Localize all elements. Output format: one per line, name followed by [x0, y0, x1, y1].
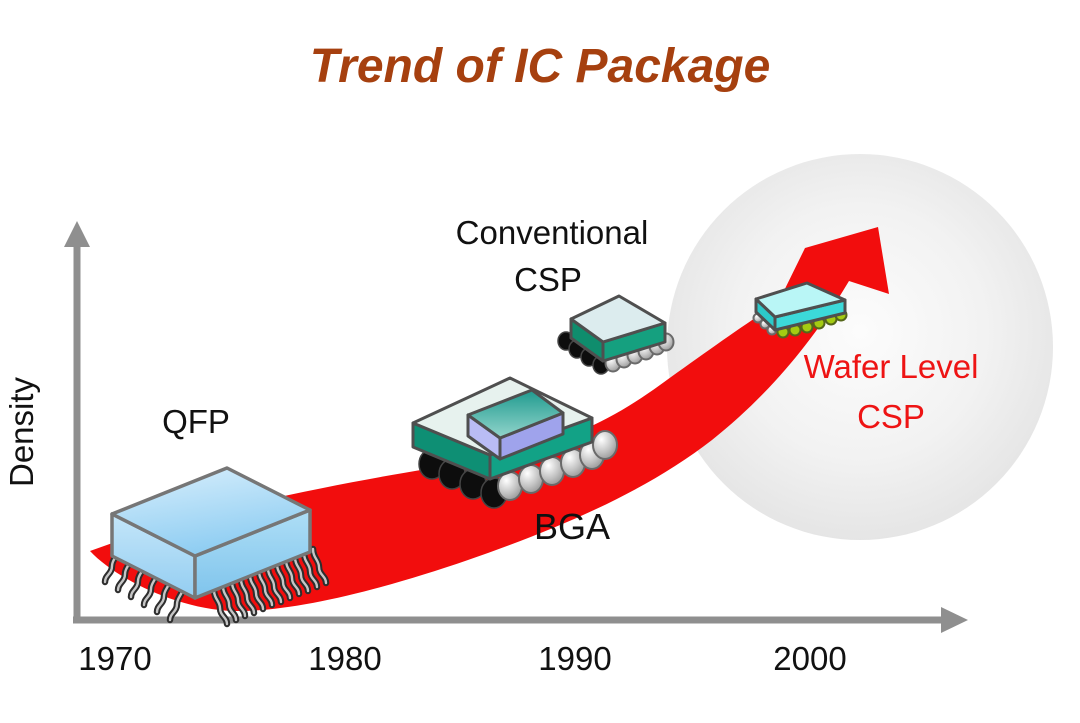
bga-die: [466, 388, 565, 461]
x-tick-2000: 2000: [773, 640, 846, 677]
y-axis: [64, 221, 90, 620]
conventional-csp-chip: [557, 294, 675, 375]
bga-label: BGA: [534, 506, 610, 547]
page-title: Trend of IC Package: [310, 40, 771, 93]
y-axis-arrowhead: [64, 221, 90, 247]
wafer-level-csp-label-line2: CSP: [857, 398, 925, 435]
wafer-level-csp-label-line1: Wafer Level: [804, 348, 979, 385]
x-axis-arrowhead: [941, 607, 968, 633]
y-axis-label: Density: [3, 376, 40, 487]
qfp-chip: [105, 466, 326, 624]
conventional-csp-label-line2: CSP: [514, 261, 582, 298]
bga-chip: [411, 376, 618, 509]
x-axis-tick-labels: 1970 1980 1990 2000: [78, 640, 846, 677]
qfp-label: QFP: [162, 403, 230, 440]
x-tick-1980: 1980: [308, 640, 381, 677]
x-tick-1970: 1970: [78, 640, 151, 677]
wafer-level-csp-chip: [752, 281, 848, 339]
spotlight-circle: [667, 154, 1053, 540]
x-tick-1990: 1990: [538, 640, 611, 677]
conventional-csp-label-line1: Conventional: [456, 214, 649, 251]
x-axis: [73, 607, 968, 633]
